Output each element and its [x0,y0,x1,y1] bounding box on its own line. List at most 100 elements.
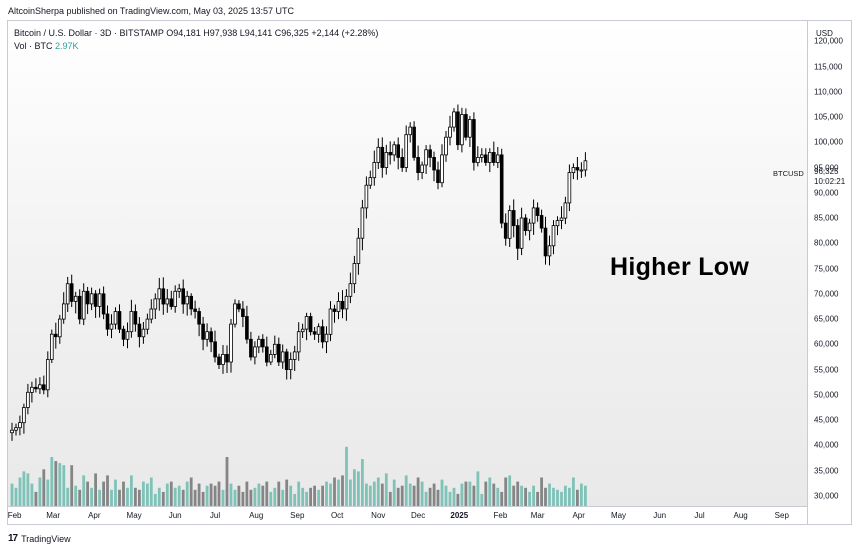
time-tick-label: May [126,511,142,520]
footer-brand[interactable]: TradingView [21,533,71,544]
volume-bar [321,485,324,506]
symbol-legend[interactable]: Bitcoin / U.S. Dollar · 3D · BITSTAMP O9… [14,28,379,38]
volume-bar [420,481,424,506]
volume-bar [576,489,579,506]
volume-bar [492,483,496,506]
candle-body [209,331,213,343]
time-tick-label: Aug [249,511,264,520]
candle-body [531,207,536,224]
candle-body [241,308,245,317]
candle-body [448,126,452,138]
candle-body [97,293,102,307]
price-tick-label: 90,000 [814,188,839,198]
volume-bar [130,475,133,506]
time-tick-label: Aug [733,511,748,520]
volume-bar [209,483,213,506]
candle-body [10,429,14,434]
candle-body [169,298,174,307]
time-tick-label: Sep [290,511,305,520]
volume-bar [544,487,547,506]
volume-bar [70,465,74,506]
price-scale[interactable]: USD 120,000 115,000 110,000 105,000 100,000 9… [807,21,851,524]
volume-bar [157,487,161,506]
volume-bar [357,471,360,506]
candle-body [217,356,221,365]
volume-bar [289,485,293,506]
volume-bar [134,487,137,506]
candle-body [547,245,552,257]
chart-frame: Bitcoin / U.S. Dollar · 3D · BITSTAMP O9… [7,20,852,525]
volume-bar [281,489,285,506]
candle-body [312,331,317,335]
volume-bar [536,491,539,506]
candle-body [571,167,576,173]
candle-body [93,293,98,307]
price-tick-label: 65,000 [814,314,839,324]
volume-legend[interactable]: Vol · BTC 2.97K [14,41,79,51]
time-tick-label: Apr [572,511,585,520]
price-tick-label: 95,000 [814,163,839,172]
candle-body [42,384,46,391]
volume-bar [408,483,412,506]
volume-bar [376,477,380,506]
volume-bar [50,457,54,506]
candle-body [336,300,341,312]
candle-body [320,326,325,343]
candle-body [26,391,30,408]
volume-bar [62,465,66,506]
candle-body [515,225,520,249]
volume-bar [217,481,221,506]
volume-bar [532,485,535,506]
candlestick-chart[interactable] [8,21,807,506]
volume-bar [257,483,261,506]
volume-bar [317,489,320,506]
candle-body [85,290,90,305]
candle-body [384,151,389,168]
volume-bar [353,469,356,506]
last-price: 96,325 [814,167,839,176]
volume-bar [265,481,269,506]
candle-body [121,328,126,340]
chart-plot-area[interactable]: Bitcoin / U.S. Dollar · 3D · BITSTAMP O9… [8,21,807,506]
candle-body [340,300,345,310]
volume-bar [197,483,201,506]
candle-body [157,288,162,300]
candle-body [527,222,532,232]
candle-body [344,295,349,310]
time-scale[interactable]: Feb Mar Apr May Jun Jul Aug Sep Oct Nov Dec 2025 Feb… [8,506,807,524]
candle-body [50,333,54,360]
volume-bar [384,473,388,506]
volume-bar [213,485,217,506]
volume-bar [94,473,97,506]
volume-bar [34,491,38,506]
volume-bar [452,487,456,506]
time-tick-label: 2025 [450,511,469,520]
candle-body [129,311,134,333]
time-tick-label: Jun [168,511,182,520]
candle-body [229,323,233,363]
time-tick-label: Feb [493,511,508,520]
volume-bar [484,481,488,506]
candle-body [245,316,249,340]
candle-body [472,119,476,163]
candle-body [300,328,305,333]
currency-label[interactable]: USD [816,29,833,38]
candle-body [328,308,333,335]
candle-body [396,144,400,158]
volume-bar [552,487,555,506]
candle-body [456,111,460,146]
price-tick-label: 35,000 [814,466,839,476]
candle-body [424,149,428,166]
candle-body [348,283,353,297]
volume-bar [273,487,277,506]
candle-body [181,288,186,305]
volume-bar [225,457,229,506]
candle-body [30,386,34,393]
volume-bar [58,463,62,506]
volume-bar [14,487,18,506]
tradingview-logo-icon[interactable]: 17 [8,533,18,544]
price-tick-label: 60,000 [814,339,839,349]
time-tick-label: Apr [88,511,101,520]
candle-body [420,164,424,173]
candle-body [356,237,361,264]
